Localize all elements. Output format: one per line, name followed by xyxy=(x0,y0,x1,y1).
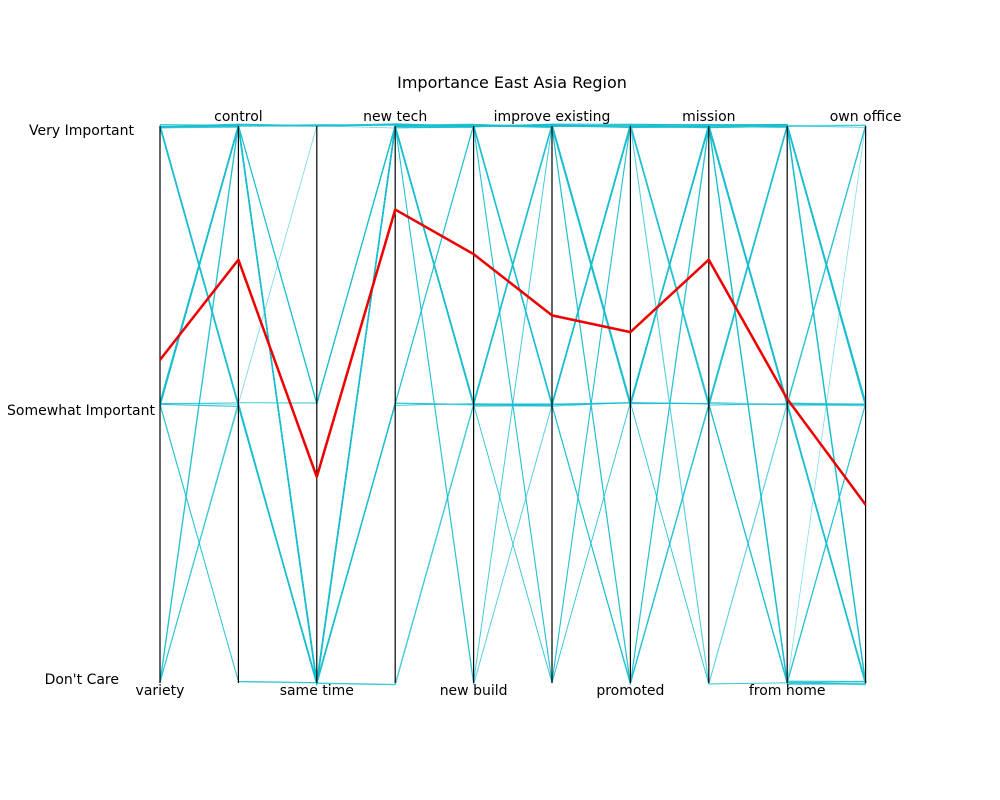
level-label-dont-care: Don't Care xyxy=(45,672,119,688)
axis-label-improve-existing: improve existing xyxy=(494,109,611,125)
mean-profile xyxy=(159,208,867,506)
axis-label-new-build: new build xyxy=(440,683,508,699)
response-line xyxy=(159,124,867,686)
axis-labels: variety control same time new tech new build… xyxy=(136,109,902,699)
axis-label-own-office: own office xyxy=(830,109,902,125)
axis-label-variety: variety xyxy=(136,683,185,699)
response-lines xyxy=(159,123,867,686)
chart-title: Importance East Asia Region xyxy=(397,73,627,92)
level-label-somewhat-important: Somewhat Important xyxy=(7,403,155,419)
axis-label-new-tech: new tech xyxy=(363,109,427,125)
axes xyxy=(159,126,867,683)
axis-label-same-time: same time xyxy=(280,683,354,699)
axis-label-promoted: promoted xyxy=(596,683,664,699)
axis-label-mission: mission xyxy=(682,109,735,125)
mean-profile-line xyxy=(159,208,867,506)
axis-label-from-home: from home xyxy=(749,683,826,699)
axis-label-control: control xyxy=(214,109,263,125)
level-label-very-important: Very Important xyxy=(29,123,135,139)
